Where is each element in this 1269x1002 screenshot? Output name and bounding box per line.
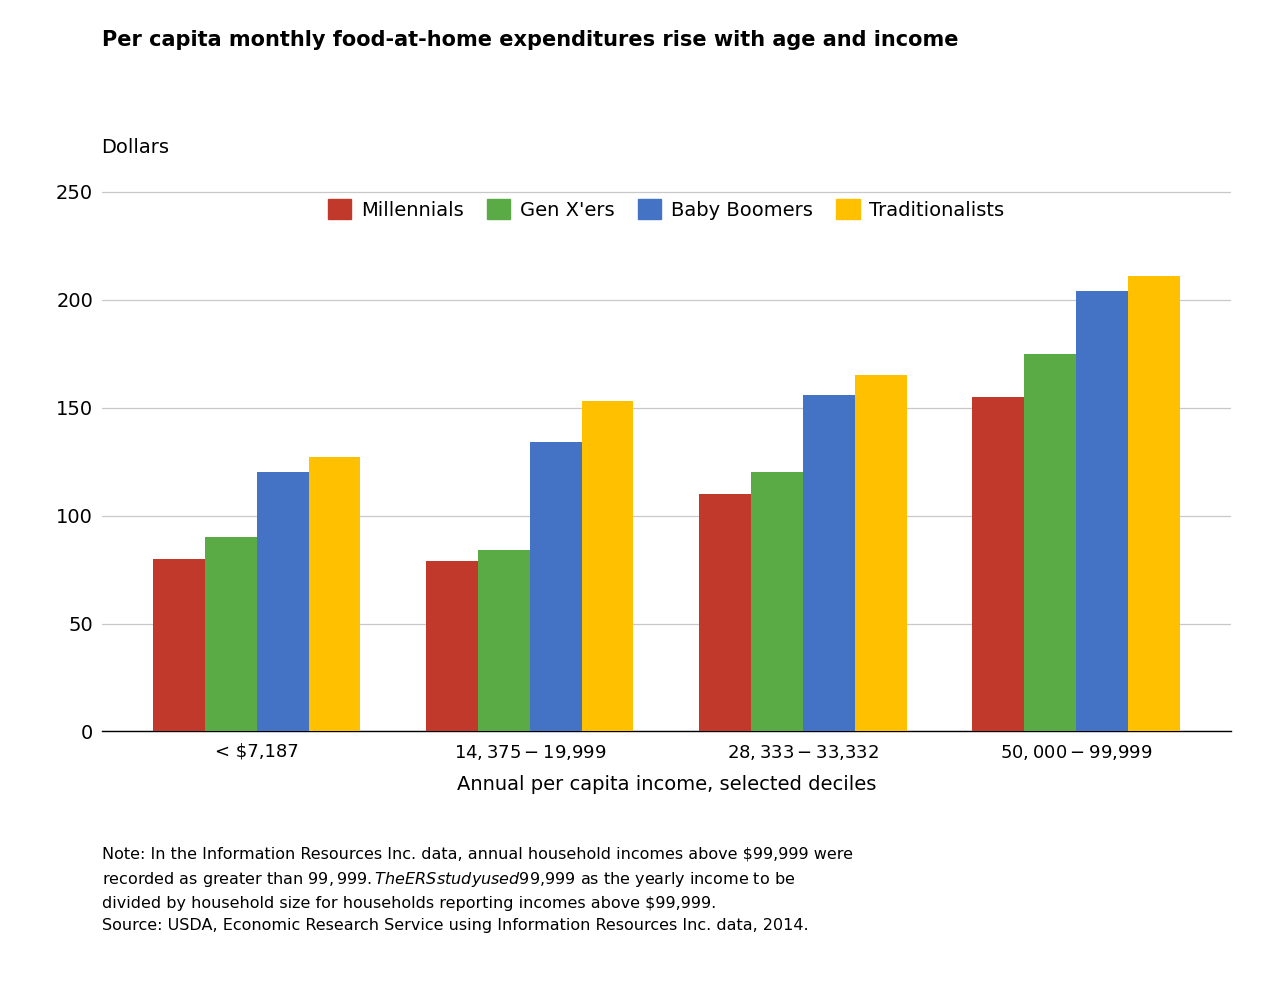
Bar [699, 494, 751, 731]
X-axis label: Annual per capita income, selected deciles: Annual per capita income, selected decil… [457, 776, 876, 795]
Text: Per capita monthly food-at-home expenditures rise with age and income: Per capita monthly food-at-home expendit… [102, 30, 958, 50]
Bar [529, 442, 581, 731]
Bar [803, 395, 854, 731]
Bar [1076, 292, 1128, 731]
Bar [308, 457, 360, 731]
Text: Note: In the Information Resources Inc. data, annual household incomes above $99: Note: In the Information Resources Inc. … [102, 847, 853, 934]
Bar [204, 537, 256, 731]
Text: Dollars: Dollars [102, 138, 170, 157]
Bar [478, 550, 529, 731]
Bar [972, 397, 1024, 731]
Bar [256, 473, 308, 731]
Bar [426, 561, 478, 731]
Bar [581, 401, 633, 731]
Bar [1128, 277, 1180, 731]
Bar [751, 473, 803, 731]
Bar [854, 376, 906, 731]
Bar [152, 559, 204, 731]
Legend: Millennials, Gen X'ers, Baby Boomers, Traditionalists: Millennials, Gen X'ers, Baby Boomers, Tr… [320, 191, 1013, 227]
Bar [1024, 354, 1076, 731]
